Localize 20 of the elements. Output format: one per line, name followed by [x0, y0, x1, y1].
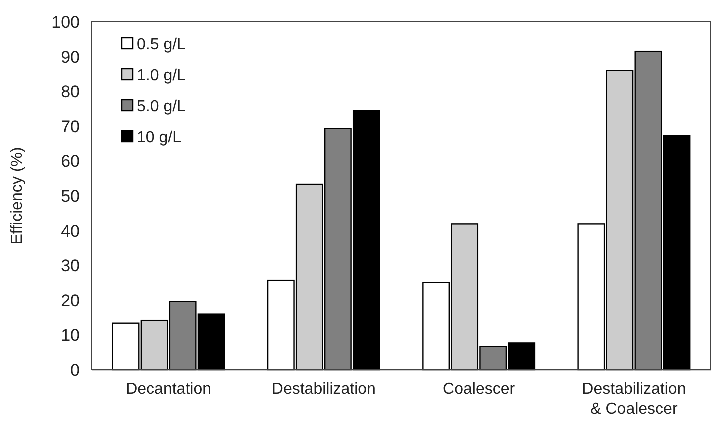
legend-label: 5.0 g/L — [137, 98, 186, 116]
x-tick-label: Destabilization & Coalescer — [582, 381, 686, 418]
legend-label: 1.0 g/L — [137, 68, 186, 85]
y-tick-label: 30 — [61, 256, 80, 276]
legend-label: 10 g/L — [137, 130, 182, 147]
y-tick-label: 90 — [61, 48, 80, 67]
y-axis-title: Efficiency (%) — [9, 147, 26, 245]
y-tick-label: 60 — [61, 152, 80, 172]
y-tick-label: 40 — [61, 222, 80, 241]
y-tick-label: 20 — [61, 291, 80, 310]
y-tick-label: 10 — [61, 326, 80, 346]
x-tick-label: Destabilization — [272, 381, 376, 398]
x-tick-label: Coalescer — [443, 381, 516, 398]
legend-label: 0.5 g/L — [137, 36, 186, 54]
y-tick-label: 0 — [70, 360, 80, 380]
y-tick-label: 70 — [61, 117, 80, 136]
y-tick-label: 50 — [61, 186, 80, 206]
y-tick-label: 80 — [61, 82, 80, 102]
x-tick-label: Decantation — [126, 381, 212, 398]
y-tick-label: 100 — [52, 12, 80, 32]
